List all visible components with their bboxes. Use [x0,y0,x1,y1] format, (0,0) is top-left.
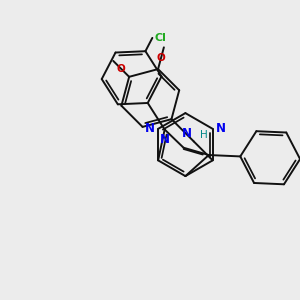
Text: Cl: Cl [155,33,167,43]
Text: N: N [182,127,192,140]
Text: N: N [145,122,154,135]
Text: N: N [216,122,226,135]
Text: O: O [157,53,165,63]
Text: H: H [200,130,208,140]
Text: O: O [117,64,125,74]
Text: N: N [160,133,170,146]
